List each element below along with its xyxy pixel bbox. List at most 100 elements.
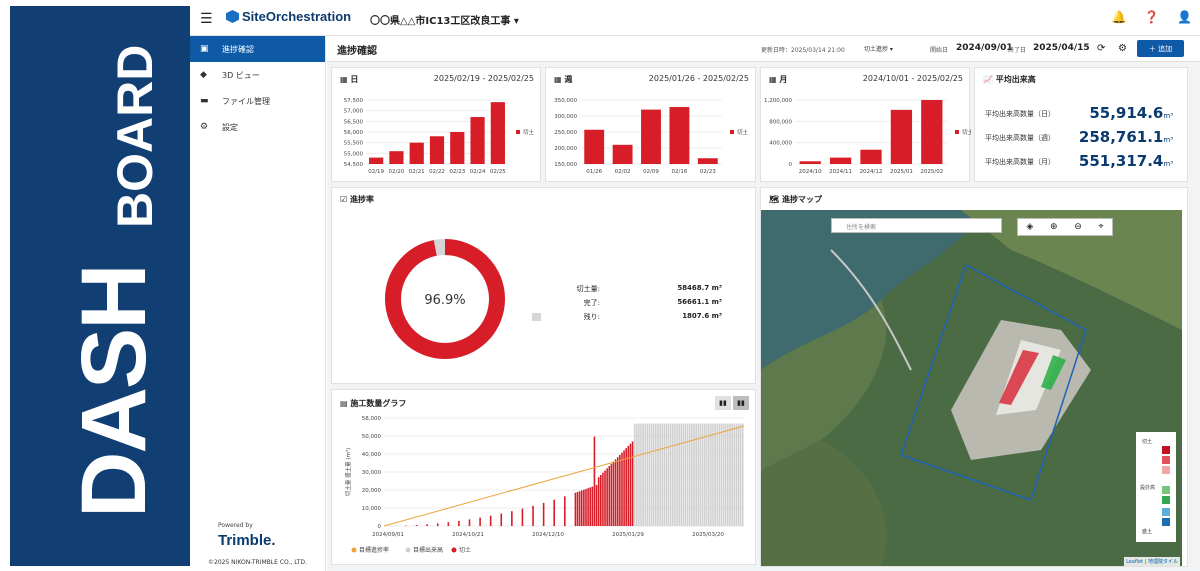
legend-swatch-6 <box>1162 508 1170 516</box>
daily-range: 2025/02/19 - 2025/02/25 <box>433 74 534 83</box>
x-tick-label: 02/25 <box>490 169 506 175</box>
progress-donut: 96.9% <box>385 239 505 359</box>
weekly-title: ▦ 週 <box>554 75 573 84</box>
average-title: 📈 平均出来高 <box>983 75 1036 84</box>
cut-bar <box>595 484 598 526</box>
x-tick-label: 02/23 <box>449 169 465 175</box>
target-bar <box>741 423 744 526</box>
bar <box>490 102 505 164</box>
legend-dot <box>351 547 357 553</box>
avg-week-label: 平均出来高数量（週） <box>985 134 1055 142</box>
locate-icon[interactable]: ⌖ <box>1098 222 1104 232</box>
sidebar-item-files[interactable]: ▬ ファイル管理 <box>200 96 270 106</box>
map-view[interactable]: 住所を検索 ◈ ⊕ ⊖ ⌖ 切土 設計高 盛土 Leaflet | 地理院タイル <box>761 210 1182 566</box>
sidebar-item-3d[interactable]: ◆ 3D ビュー <box>200 70 260 80</box>
gear-icon[interactable]: ⚙ <box>1118 43 1127 54</box>
x-tick-label: 02/20 <box>388 169 404 175</box>
x-tick-label: 02/19 <box>368 169 384 175</box>
bell-icon[interactable]: 🔔 <box>1111 10 1127 24</box>
y-axis-label: 切土量 盛土量 (m³) <box>344 448 352 496</box>
legend-fill-label: 盛土 <box>1142 529 1153 535</box>
legend-swatch-5 <box>1162 496 1170 504</box>
map-attribution[interactable]: Leaflet | 地理院タイル <box>1124 557 1180 566</box>
target-bar <box>633 423 636 526</box>
target-bar <box>714 423 716 526</box>
project-selector[interactable]: 〇〇県△△市IC13工区改良工事 ▾ <box>370 16 519 27</box>
target-bar <box>718 423 721 526</box>
y-tick-label: 0 <box>378 524 382 530</box>
legend-swatch-2 <box>1162 456 1170 464</box>
avg-month-value: 551,317.4m³ <box>1078 152 1173 170</box>
menu-icon[interactable]: ☰ <box>200 11 213 27</box>
target-bar <box>703 423 706 526</box>
map-search-input[interactable]: 住所を検索 <box>831 218 1002 233</box>
cut-bar <box>500 513 503 526</box>
zoom-out-icon[interactable]: ⊖ <box>1074 222 1082 232</box>
start-date-value[interactable]: 2024/09/01 <box>956 43 1013 53</box>
avg-day-label: 平均出来高数量（日） <box>985 110 1055 118</box>
sidebar-item-settings[interactable]: ⚙ 設定 <box>200 122 238 132</box>
donut-done-arc <box>385 239 505 359</box>
x-tick-label: 2025/01/29 <box>612 532 644 538</box>
y-tick-label: 57,000 <box>344 109 364 115</box>
donut-percent-label: 96.9% <box>424 293 465 308</box>
target-bar <box>716 423 719 526</box>
y-tick-label: 300,000 <box>554 114 577 120</box>
target-bar <box>695 423 697 526</box>
graph-title: ▤ 施工数量グラフ <box>340 399 407 408</box>
legend-label: 切土 <box>962 128 971 136</box>
cut-bar <box>591 486 594 526</box>
bar <box>389 151 404 164</box>
layers-icon[interactable]: ◈ <box>1026 222 1034 232</box>
y-tick-label: 350,000 <box>554 98 577 104</box>
bar <box>470 117 485 164</box>
cut-bar <box>608 466 611 526</box>
daily-title: ▦ 日 <box>340 75 359 84</box>
cut-bar <box>631 441 634 526</box>
cut-bar <box>606 468 608 526</box>
y-tick-label: 20,000 <box>362 488 382 494</box>
target-bar <box>667 423 670 526</box>
target-bar <box>655 423 657 526</box>
user-icon[interactable]: 👤 <box>1177 10 1192 24</box>
monitor-icon: ▣ <box>200 44 209 54</box>
target-bar <box>663 423 666 526</box>
y-tick-label: 200,000 <box>554 146 577 152</box>
zoom-in-icon[interactable]: ⊕ <box>1050 222 1058 232</box>
x-tick-label: 2024/10/21 <box>452 532 484 538</box>
bar <box>860 149 882 164</box>
cut-bar <box>458 520 460 526</box>
remain-swatch <box>532 313 541 321</box>
stat-remain-value: 1807.6 m³ <box>682 312 722 320</box>
column-view-toggle[interactable]: ▮▮ <box>733 396 749 410</box>
target-bar <box>733 423 736 526</box>
sidebar-item-progress[interactable]: ▣ 進捗確認 <box>190 36 325 62</box>
refresh-icon[interactable]: ⟳ <box>1097 43 1106 54</box>
cut-bar <box>616 457 619 526</box>
cut-bar <box>585 488 587 526</box>
add-button[interactable]: ＋ 追加 <box>1137 40 1184 57</box>
start-date-label: 開始日 <box>930 47 949 54</box>
progress-map-card: 🗺 進捗マップ 住所を検索 ◈ ⊕ ⊖ ⌖ <box>760 187 1188 567</box>
cut-bar <box>625 448 628 526</box>
target-bar <box>644 423 647 526</box>
target-bar <box>699 423 702 526</box>
avg-day-value: 55,914.6m³ <box>1089 104 1173 122</box>
y-tick-label: 58,000 <box>362 416 382 422</box>
app-logo[interactable]: SiteOrchestration <box>226 9 351 24</box>
map-imagery <box>761 210 1182 566</box>
top-bar: ☰ SiteOrchestration 〇〇県△△市IC13工区改良工事 ▾ 🔔… <box>190 0 1200 36</box>
x-tick-label: 02/16 <box>671 169 687 175</box>
help-icon[interactable]: ❓ <box>1144 10 1160 24</box>
average-card: 📈 平均出来高 平均出来高数量（日） 55,914.6m³ 平均出来高数量（週）… <box>974 67 1188 182</box>
legend-swatch <box>955 130 959 134</box>
target-bar <box>697 423 700 526</box>
mode-select[interactable]: 切土進捗 ▾ <box>864 46 893 53</box>
x-tick-label: 2024/12/10 <box>532 532 564 538</box>
bar-view-toggle[interactable]: ▮▮ <box>715 396 731 410</box>
target-bar <box>729 423 731 526</box>
y-tick-label: 400,000 <box>769 141 792 147</box>
page-header: 進捗確認 更新日時：2025/03/14 21:00 切土進捗 ▾ 開始日 20… <box>327 36 1200 62</box>
end-date-value[interactable]: 2025/04/15 <box>1033 43 1090 53</box>
bar <box>450 132 465 164</box>
